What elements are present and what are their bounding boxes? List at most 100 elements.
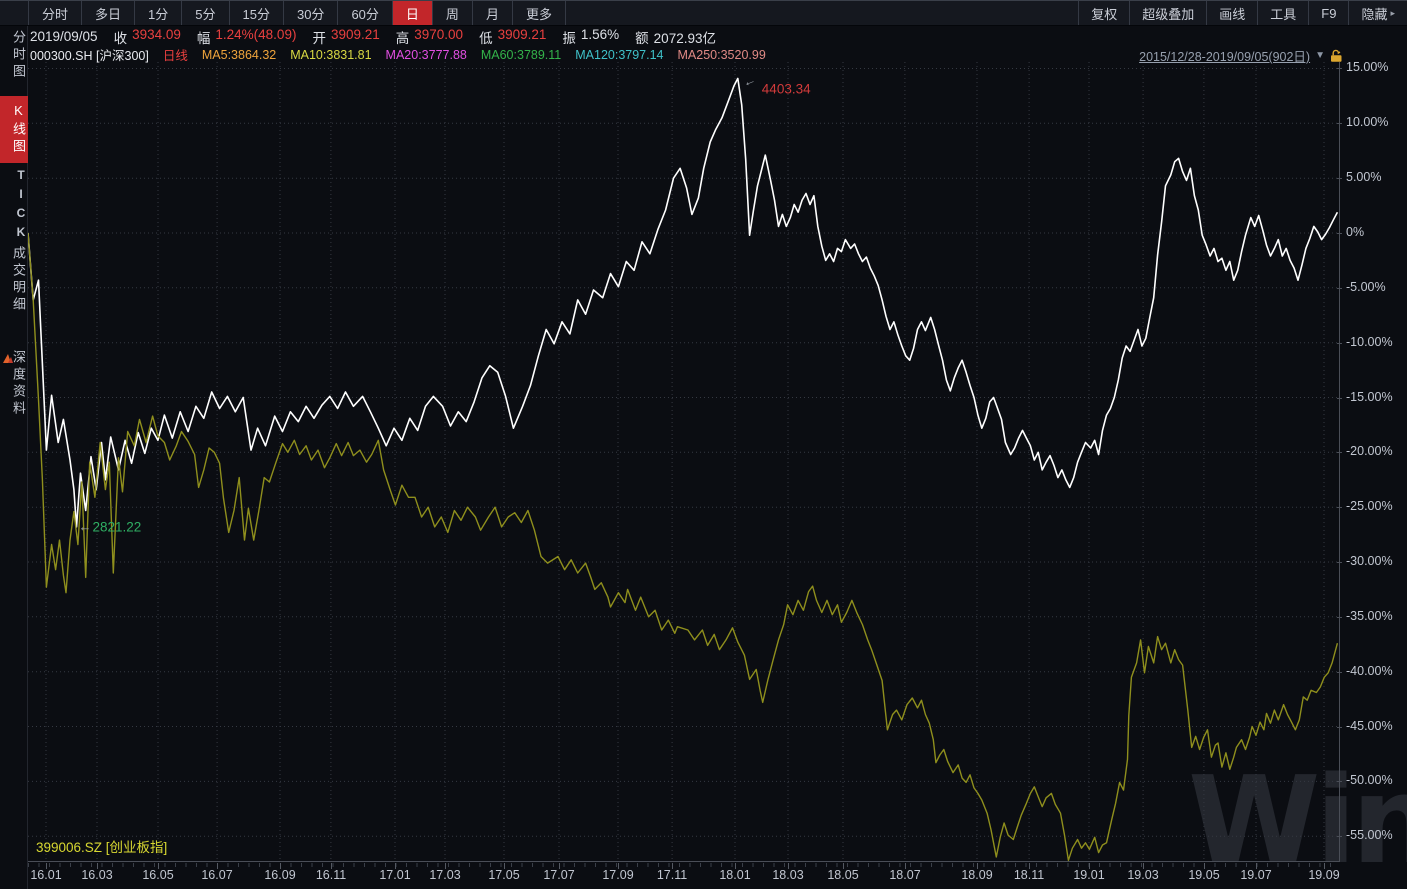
chart-area[interactable]: ← 4403.34 ← 2821.22 399006.SZ [创业板指] bbox=[28, 62, 1340, 862]
tool-label: 工具 bbox=[1270, 6, 1297, 22]
tab-60分[interactable]: 60分 bbox=[338, 1, 393, 25]
quote-field-收: 收 3934.09 bbox=[114, 27, 181, 47]
y-axis: 15.00% 10.00% 5.00% 0% -5.00% -10.00% -15.00% -… bbox=[1337, 0, 1407, 889]
tab-更多[interactable]: 更多 bbox=[513, 1, 566, 25]
x-axis-tick bbox=[1324, 863, 1325, 869]
x-axis-label: 19.03 bbox=[1127, 868, 1159, 882]
unlock-icon[interactable] bbox=[1330, 49, 1343, 63]
tool-label: 复权 bbox=[1091, 6, 1118, 22]
annotation-arrow-icon: ← bbox=[79, 519, 92, 534]
series-line-0 bbox=[28, 77, 1339, 528]
x-axis-label: 18.01 bbox=[719, 868, 751, 882]
x-axis-label: 16.11 bbox=[315, 868, 347, 882]
tool-F9[interactable]: F9 bbox=[1308, 1, 1348, 25]
y-axis-label: -40.00% bbox=[1346, 664, 1393, 678]
indicator-bar: 000300.SH [沪深300] 日线 MA5:3864.32 MA10:383… bbox=[30, 45, 766, 64]
quote-field-value: 3909.21 bbox=[330, 26, 380, 42]
sidebar-item-深度资料[interactable]: 深度资料 bbox=[11, 350, 26, 418]
symbol-name: [沪深300] bbox=[96, 49, 149, 63]
annotation-arrow-icon: ← bbox=[740, 71, 758, 90]
x-axis: 16.01 16.03 16.05 16.07 16.09 16.11 17.01 17.03… bbox=[28, 863, 1340, 885]
sidebar-item-TICK[interactable]: TICK bbox=[14, 168, 28, 244]
tool-画线[interactable]: 画线 bbox=[1206, 1, 1257, 25]
x-axis-label: 16.09 bbox=[264, 868, 296, 882]
x-axis-tick bbox=[445, 863, 446, 869]
tab-30分[interactable]: 30分 bbox=[284, 1, 339, 25]
tab-分时[interactable]: 分时 bbox=[29, 1, 83, 25]
date-range-text[interactable]: 2015/12/28-2019/09/05(902日) bbox=[1139, 50, 1311, 64]
quote-field-label: 低 bbox=[479, 30, 493, 46]
tool-工具[interactable]: 工具 bbox=[1257, 1, 1308, 25]
left-sidebar: 分时图 K线图 TICK 成交明细深度资料 bbox=[0, 26, 28, 889]
quote-field-value: 1.56% bbox=[580, 26, 620, 42]
y-axis-tick bbox=[1337, 507, 1342, 508]
x-axis-tick bbox=[559, 863, 560, 869]
quote-date: 2019/09/05 bbox=[30, 29, 98, 44]
tab-周[interactable]: 周 bbox=[433, 1, 473, 25]
x-axis-label: 19.07 bbox=[1240, 868, 1272, 882]
tool-复权[interactable]: 复权 bbox=[1078, 1, 1129, 25]
tab-1分[interactable]: 1分 bbox=[135, 1, 183, 25]
x-axis-tick bbox=[618, 863, 619, 869]
tab-月[interactable]: 月 bbox=[473, 1, 513, 25]
quote-field-低: 低 3909.21 bbox=[479, 27, 546, 47]
tool-label: F9 bbox=[1321, 5, 1337, 21]
x-axis-minor-ticks bbox=[28, 863, 1340, 867]
sidebar-item-成交明细[interactable]: 成交明细 bbox=[11, 246, 26, 314]
quote-bar: 2019/09/05 收 3934.09 幅 1.24%(48.09) 开 3909.21… bbox=[30, 27, 716, 46]
tool-超级叠加[interactable]: 超级叠加 bbox=[1129, 1, 1206, 25]
quote-field-label: 振 bbox=[562, 30, 576, 46]
period-tabs: 分时 多日 1分 5分 15分 30分 60分日周月更多 bbox=[28, 1, 566, 25]
y-axis-label: -5.00% bbox=[1346, 280, 1386, 294]
tool-label: 画线 bbox=[1219, 6, 1246, 22]
tab-多日[interactable]: 多日 bbox=[82, 1, 136, 25]
x-axis-label: 16.05 bbox=[142, 868, 174, 882]
y-axis-label: -10.00% bbox=[1346, 335, 1393, 349]
top-toolbar: 分时 多日 1分 5分 15分 30分 60分日周月更多 复权 超级叠加 画线 工具 F9 隐藏 ▸ bbox=[0, 0, 1407, 26]
x-axis-tick bbox=[217, 863, 218, 869]
sidebar-item-分时图[interactable]: 分时图 bbox=[11, 30, 26, 81]
y-axis-tick bbox=[1337, 288, 1342, 289]
y-axis-tick bbox=[1337, 617, 1342, 618]
ma-value-3: MA60:3789.11 bbox=[480, 47, 562, 62]
y-axis-tick bbox=[1337, 178, 1342, 179]
chevron-down-icon[interactable]: ▼ bbox=[1315, 50, 1325, 61]
quote-field-value: 3934.09 bbox=[132, 26, 181, 42]
x-axis-label: 18.03 bbox=[772, 868, 804, 882]
y-axis-tick bbox=[1337, 123, 1342, 124]
x-axis-tick bbox=[331, 863, 332, 869]
y-axis-tick bbox=[1337, 562, 1342, 563]
x-axis-tick bbox=[46, 863, 47, 869]
x-axis-label: 17.03 bbox=[429, 868, 461, 882]
series-line-1 bbox=[28, 232, 1339, 861]
y-axis-tick bbox=[1337, 672, 1342, 673]
x-axis-label: 17.07 bbox=[543, 868, 575, 882]
tab-5分[interactable]: 5分 bbox=[182, 1, 230, 25]
x-axis-tick bbox=[97, 863, 98, 869]
y-axis-label: -50.00% bbox=[1346, 773, 1393, 787]
tool-隐藏[interactable]: 隐藏 ▸ bbox=[1348, 1, 1407, 25]
date-range-selector[interactable]: 2015/12/28-2019/09/05(902日) ▼ bbox=[1139, 46, 1343, 65]
y-axis-tick bbox=[1337, 452, 1342, 453]
y-axis-label: -30.00% bbox=[1346, 554, 1393, 568]
quote-field-高: 高 3970.00 bbox=[396, 27, 463, 47]
ma-value-0: MA5:3864.32 bbox=[201, 47, 277, 62]
period-label: 日线 bbox=[162, 49, 188, 63]
y-axis-label: -25.00% bbox=[1346, 499, 1393, 513]
x-axis-tick bbox=[280, 863, 281, 869]
quote-field-value: 3909.21 bbox=[497, 26, 547, 42]
x-axis-label: 16.03 bbox=[81, 868, 113, 882]
sidebar-item-K线图[interactable]: K线图 bbox=[0, 96, 28, 163]
y-axis-tick bbox=[1337, 68, 1342, 69]
ma-value-2: MA20:3777.88 bbox=[385, 47, 467, 62]
x-axis-tick bbox=[977, 863, 978, 869]
tool-label: 超级叠加 bbox=[1142, 6, 1195, 22]
toolbar-right-tools: 复权 超级叠加 画线 工具 F9 隐藏 ▸ bbox=[1078, 1, 1407, 25]
quote-field-value: 1.24%(48.09) bbox=[215, 26, 297, 42]
y-axis-tick bbox=[1337, 233, 1342, 234]
tab-日[interactable]: 日 bbox=[392, 1, 433, 25]
y-axis-tick bbox=[1337, 343, 1342, 344]
symbol-code-name: 000300.SH [沪深300] bbox=[30, 45, 149, 64]
tab-15分[interactable]: 15分 bbox=[230, 1, 284, 25]
